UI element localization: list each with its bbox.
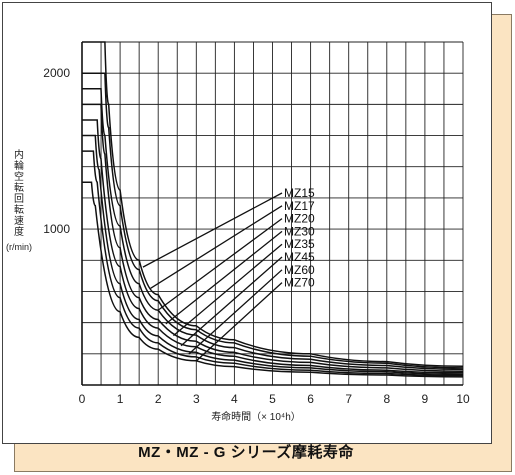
legend-leader-line [165, 230, 283, 325]
curve-mz20 [82, 88, 464, 371]
chart-caption: MZ・MZ - G シリーズ摩耗寿命 [138, 444, 354, 461]
curve-mz17 [82, 72, 464, 369]
y-tick-label: 1000 [43, 222, 70, 236]
series-curves [82, 41, 464, 378]
curve-mz30 [82, 103, 464, 373]
y-axis-title: 内輪空転回転速度 [14, 150, 24, 238]
legend-leader-line [173, 243, 283, 337]
legend-leader-line [142, 192, 283, 268]
x-tick-label: 6 [307, 392, 314, 406]
legend-label: MZ20 [284, 212, 315, 226]
x-tick-label: 8 [383, 392, 390, 406]
legend-label: MZ60 [284, 263, 315, 277]
legend-leader-line [157, 218, 283, 311]
x-tick-label: 3 [193, 392, 200, 406]
legend-label: MZ70 [284, 276, 315, 290]
axes [81, 42, 463, 386]
x-tick-label: 7 [345, 392, 352, 406]
x-tick-label: 2 [155, 392, 162, 406]
tick-labels: 0 1 2 3 4 5 6 7 8 9 10 1000 2000 [43, 66, 470, 406]
x-tick-label: 5 [269, 392, 276, 406]
curve-mz60 [82, 150, 464, 377]
x-tick-label: 9 [422, 392, 429, 406]
legend-label: MZ15 [284, 186, 315, 200]
x-axis-label: 寿命時間（× 10⁴h） [211, 410, 301, 423]
y-axis-label: 内輪空転回転速度 (r/min) [4, 150, 34, 253]
legend-label: MZ17 [284, 199, 315, 213]
legend-label: MZ45 [284, 250, 315, 264]
legend-leader-line [150, 205, 283, 289]
y-tick-label: 2000 [43, 66, 70, 80]
legend-label: MZ30 [284, 224, 315, 238]
legend-leader-line [188, 269, 283, 355]
legend-label: MZ35 [284, 237, 315, 251]
x-tick-label: 10 [456, 392, 470, 406]
legend-leader-line [180, 256, 283, 347]
curve-mz35 [82, 119, 464, 374]
x-tick-label: 4 [231, 392, 238, 406]
x-tick-label: 0 [79, 392, 86, 406]
legend-leader-line [195, 282, 283, 362]
y-axis-unit: (r/min) [6, 242, 32, 252]
curve-mz45 [82, 134, 464, 376]
grid [81, 41, 464, 385]
x-tick-label: 1 [117, 392, 124, 406]
curve-mz70 [82, 181, 464, 378]
